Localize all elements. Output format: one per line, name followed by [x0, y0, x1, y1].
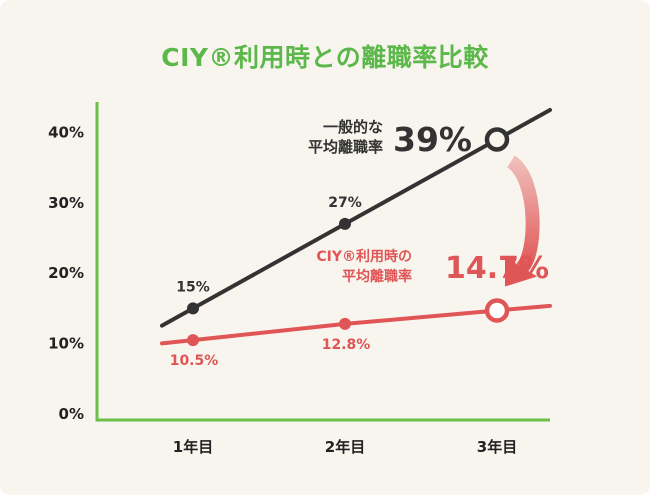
- chart-title: CIY®利用時との離職率比較: [161, 43, 489, 72]
- y-tick-label: 0%: [59, 405, 84, 423]
- data-point-general-highlight: [484, 127, 510, 152]
- data-point-ciy-highlight: [484, 298, 510, 323]
- data-label-ciy: 10.5%: [170, 353, 219, 369]
- final-value-ciy: 14.7%: [445, 251, 549, 286]
- y-tick-label: 20%: [48, 264, 84, 282]
- y-tick-label: 30%: [48, 194, 84, 212]
- y-tick-label: 40%: [48, 123, 84, 141]
- series-name-ciy: CIY®利用時の: [316, 248, 412, 265]
- x-tick-label: 1年目: [173, 438, 213, 456]
- drop-arrow-head: [505, 256, 537, 287]
- final-value-general: 39%: [393, 120, 472, 159]
- y-tick-label: 10%: [48, 335, 84, 353]
- data-point-ciy: [339, 317, 351, 330]
- series-name-general: 一般的な: [323, 118, 383, 136]
- data-point-ciy: [187, 334, 199, 347]
- data-label-general: 15%: [176, 279, 210, 295]
- data-point-general: [339, 217, 351, 230]
- series-name-ciy: 平均離職率: [342, 268, 412, 285]
- data-label-ciy: 12.8%: [322, 337, 371, 353]
- drop-arrow-shaft: [506, 155, 540, 275]
- data-label-general: 27%: [328, 195, 362, 211]
- data-point-general: [187, 302, 199, 315]
- x-tick-label: 3年目: [477, 438, 517, 456]
- x-tick-label: 2年目: [325, 438, 365, 456]
- series-name-general: 平均離職率: [308, 138, 383, 156]
